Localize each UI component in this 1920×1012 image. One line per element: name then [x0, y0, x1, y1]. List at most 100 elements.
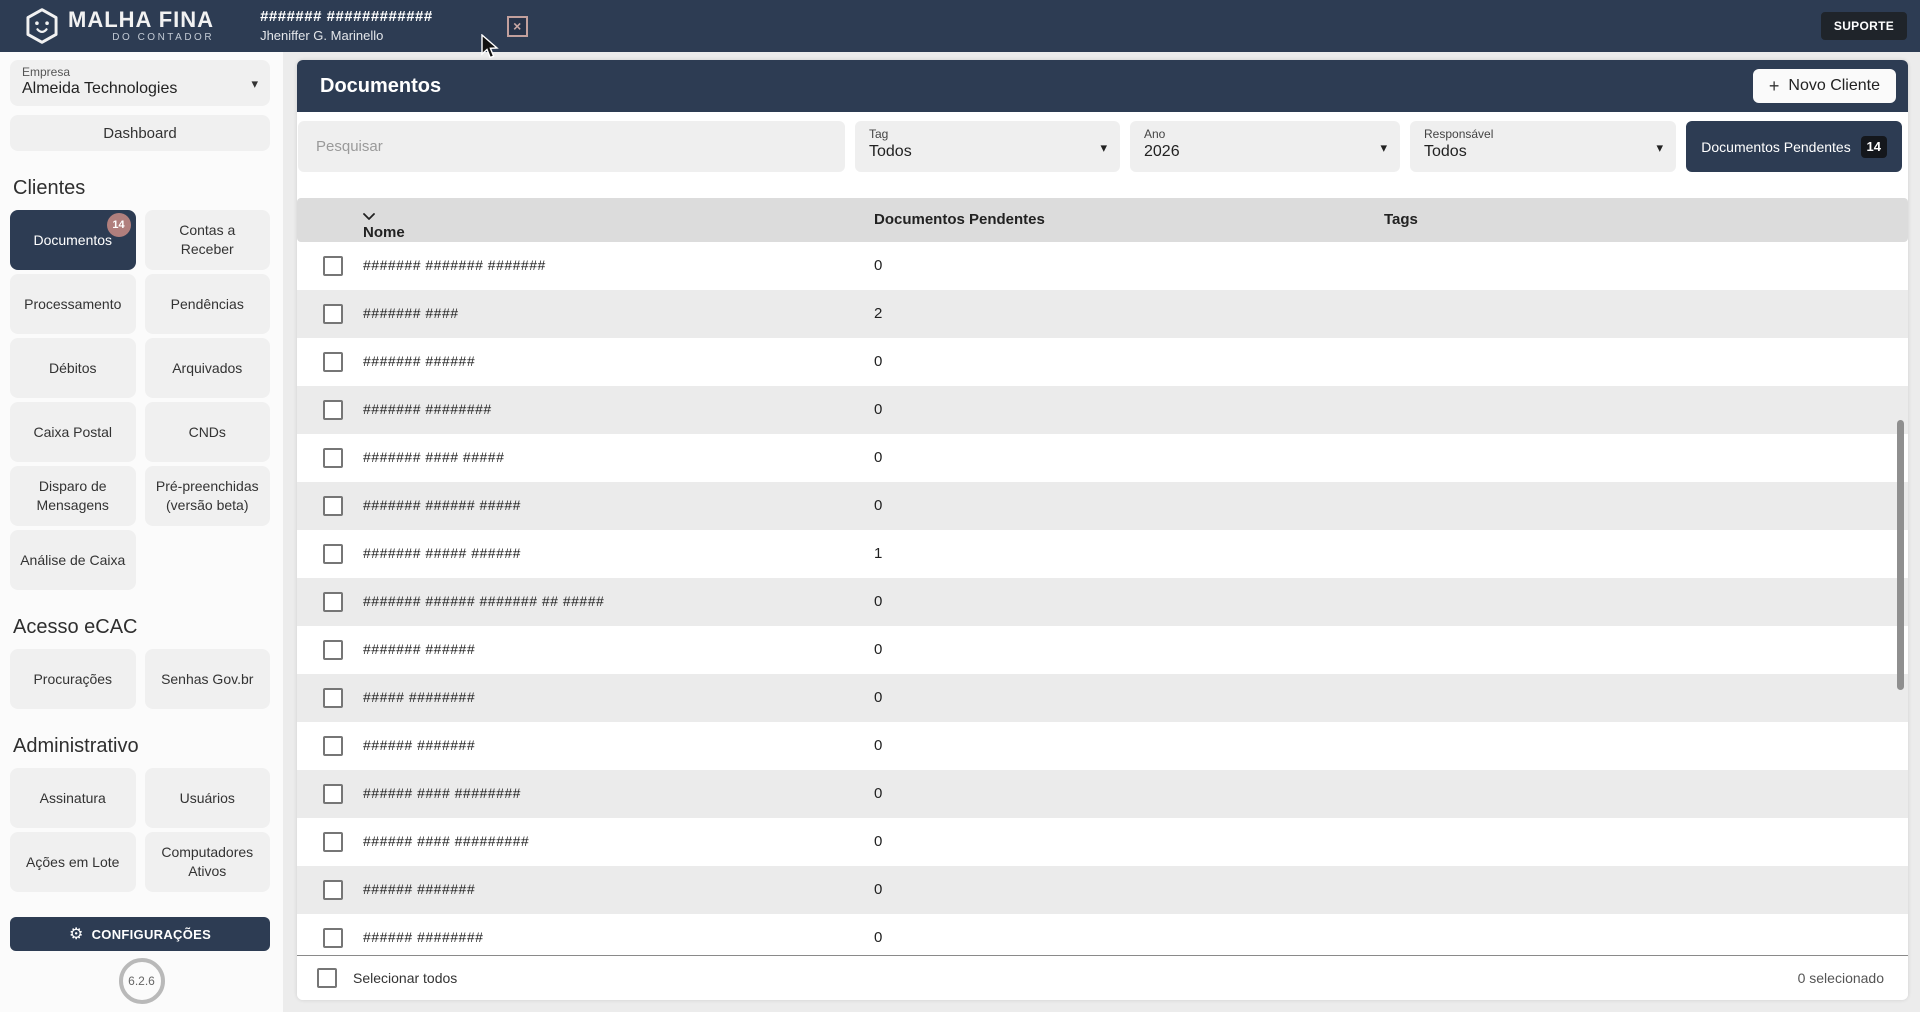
- row-checkbox[interactable]: [323, 304, 343, 324]
- column-header-documentos-pendentes: Documentos Pendentes: [874, 211, 1045, 228]
- version-badge: 6.2.6: [118, 958, 165, 1004]
- row-checkbox[interactable]: [323, 928, 343, 948]
- pending-count-badge: 14: [1860, 135, 1887, 158]
- logo-subtitle: DO CONTADOR: [112, 32, 215, 43]
- company-select[interactable]: Empresa Almeida Technologies ▾: [10, 60, 270, 106]
- responsible-filter-select[interactable]: Responsável Todos ▾: [1410, 121, 1676, 172]
- row-checkbox[interactable]: [323, 544, 343, 564]
- chevron-down-icon: ▾: [251, 76, 258, 91]
- sidebar-item-analise-de-caixa[interactable]: Análise de Caixa: [10, 530, 136, 590]
- row-checkbox[interactable]: [323, 688, 343, 708]
- row-checkbox[interactable]: [323, 880, 343, 900]
- navbar-context: ####### ############ Jheniffer G. Marine…: [260, 8, 433, 45]
- chevron-down-icon: ▾: [1100, 140, 1107, 155]
- row-checkbox[interactable]: [323, 400, 343, 420]
- sidebar-item-acoes-em-lote[interactable]: Ações em Lote: [10, 832, 136, 892]
- section-heading-clientes: Clientes: [13, 177, 86, 199]
- gear-icon: ⚙: [68, 926, 84, 943]
- sort-down-icon: [363, 213, 375, 220]
- sidebar-item-pendencias[interactable]: Pendências: [144, 274, 270, 334]
- close-icon[interactable]: ×: [506, 15, 528, 37]
- sidebar-item-computadores-ativos[interactable]: Computadores Ativos: [144, 832, 270, 892]
- filter-bar: Tag Todos ▾ Ano 2026 ▾ Responsável Todos…: [297, 121, 1908, 172]
- column-header-tags: Tags: [1384, 211, 1418, 228]
- table-row[interactable]: ###### ####### 0: [297, 722, 1908, 770]
- support-button[interactable]: SUPORTE: [1820, 12, 1907, 40]
- pending-documents-filter-button[interactable]: Documentos Pendentes 14: [1686, 121, 1902, 172]
- row-checkbox[interactable]: [323, 256, 343, 276]
- app-logo: MALHA FINA DO CONTADOR: [24, 8, 214, 44]
- clientes-button-grid: Documentos 14 Contas a Receber Processam…: [10, 210, 270, 590]
- admin-button-grid: Assinatura Usuários Ações em Lote Comput…: [10, 768, 270, 892]
- table-row[interactable]: ####### #### ##### 0: [297, 434, 1908, 482]
- table-row[interactable]: ###### ####### 0: [297, 866, 1908, 914]
- sidebar-item-debitos[interactable]: Débitos: [10, 338, 136, 398]
- table-row[interactable]: ####### ###### 0: [297, 338, 1908, 386]
- ecac-button-grid: Procurações Senhas Gov.br: [10, 649, 270, 709]
- row-checkbox[interactable]: [323, 736, 343, 756]
- row-checkbox[interactable]: [323, 784, 343, 804]
- sidebar-item-cnds[interactable]: CNDs: [144, 402, 270, 462]
- sidebar-item-arquivados[interactable]: Arquivados: [144, 338, 270, 398]
- top-navbar: MALHA FINA DO CONTADOR ####### #########…: [0, 0, 1920, 52]
- company-select-value: Almeida Technologies: [22, 80, 178, 97]
- row-checkbox[interactable]: [323, 832, 343, 852]
- sidebar-item-dashboard[interactable]: Dashboard: [10, 115, 270, 151]
- row-checkbox[interactable]: [323, 640, 343, 660]
- sidebar-item-contas-a-receber[interactable]: Contas a Receber: [144, 210, 270, 270]
- table-row[interactable]: ####### ######## 0: [297, 386, 1908, 434]
- table-row[interactable]: ####### ####### ####### 0: [297, 242, 1908, 290]
- select-all-label: Selecionar todos: [353, 970, 458, 986]
- table-row[interactable]: ####### ##### ###### 1: [297, 530, 1908, 578]
- table-row[interactable]: ###### ######## 0: [297, 914, 1908, 955]
- new-client-button[interactable]: + Novo Cliente: [1752, 69, 1896, 103]
- year-filter-select[interactable]: Ano 2026 ▾: [1130, 121, 1400, 172]
- table-footer: Selecionar todos 0 selecionado: [297, 955, 1908, 1000]
- lion-hexagon-logo-icon: [26, 8, 58, 44]
- table-row[interactable]: ####### #### 2: [297, 290, 1908, 338]
- sidebar-item-documentos[interactable]: Documentos 14: [10, 210, 136, 270]
- section-heading-administrativo: Administrativo: [13, 735, 139, 757]
- search-input[interactable]: [298, 121, 845, 172]
- pending-count-badge: 14: [106, 213, 131, 237]
- chevron-down-icon: ▾: [1656, 140, 1663, 155]
- selected-count: 0 selecionado: [1797, 970, 1884, 986]
- sidebar-item-senhas-govbr[interactable]: Senhas Gov.br: [144, 649, 270, 709]
- row-checkbox[interactable]: [323, 592, 343, 612]
- company-select-label: Empresa: [22, 65, 71, 79]
- client-table-body: ####### ####### ####### 0 ####### #### 2…: [297, 242, 1908, 955]
- main-content-card: Documentos + Novo Cliente Tag Todos ▾ An…: [297, 60, 1908, 1000]
- table-row[interactable]: ##### ######## 0: [297, 674, 1908, 722]
- user-name: Jheniffer G. Marinello: [260, 28, 384, 44]
- tag-filter-select[interactable]: Tag Todos ▾: [855, 121, 1120, 172]
- table-header: Nome Documentos Pendentes Tags: [297, 198, 1908, 242]
- row-checkbox[interactable]: [323, 352, 343, 372]
- sidebar-item-procuracoes[interactable]: Procurações: [10, 649, 136, 709]
- page-header: Documentos + Novo Cliente: [297, 60, 1908, 112]
- table-row[interactable]: ####### ###### ####### ## ##### 0: [297, 578, 1908, 626]
- section-heading-acesso-ecac: Acesso eCAC: [13, 616, 138, 638]
- row-checkbox[interactable]: [323, 448, 343, 468]
- sidebar-item-processamento[interactable]: Processamento: [10, 274, 136, 334]
- sidebar-item-usuarios[interactable]: Usuários: [144, 768, 270, 828]
- masked-company-title: ####### ############: [260, 7, 433, 25]
- table-scrollbar[interactable]: [1897, 420, 1904, 690]
- plus-icon: +: [1768, 75, 1780, 96]
- sidebar-item-disparo-de-mensagens[interactable]: Disparo de Mensagens: [10, 466, 136, 526]
- column-header-nome[interactable]: Nome: [363, 211, 405, 241]
- chevron-down-icon: ▾: [1380, 140, 1387, 155]
- table-row[interactable]: ###### #### ######## 0: [297, 770, 1908, 818]
- select-all-checkbox[interactable]: [317, 968, 337, 988]
- table-row[interactable]: ####### ###### 0: [297, 626, 1908, 674]
- sidebar-item-assinatura[interactable]: Assinatura: [10, 768, 136, 828]
- sidebar: Empresa Almeida Technologies ▾ Dashboard…: [0, 52, 283, 1012]
- row-checkbox[interactable]: [323, 496, 343, 516]
- sidebar-item-caixa-postal[interactable]: Caixa Postal: [10, 402, 136, 462]
- sidebar-item-pre-preenchidas[interactable]: Pré-preenchidas (versão beta): [144, 466, 270, 526]
- settings-button[interactable]: ⚙ CONFIGURAÇÕES: [10, 917, 270, 951]
- table-row[interactable]: ####### ###### ##### 0: [297, 482, 1908, 530]
- logo-title: MALHA FINA: [68, 7, 215, 32]
- table-row[interactable]: ###### #### ######### 0: [297, 818, 1908, 866]
- page-title: Documentos: [320, 74, 442, 97]
